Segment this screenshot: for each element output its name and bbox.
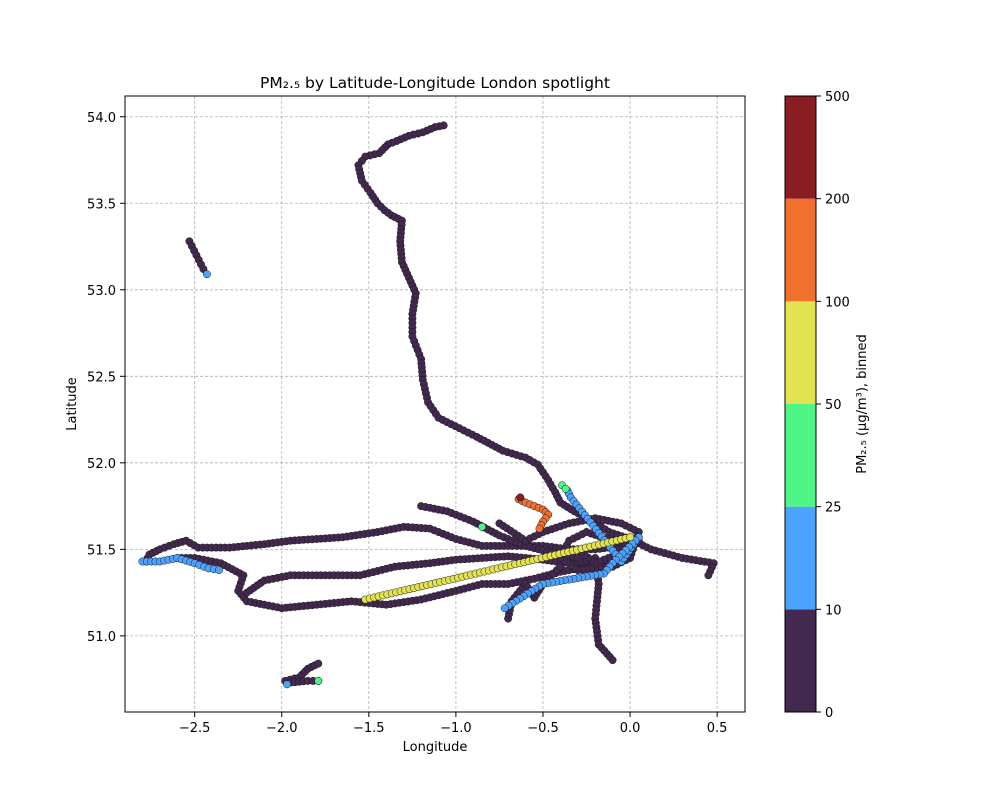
y-tick-label: 51.5: [87, 543, 116, 558]
data-point: [608, 656, 617, 665]
data-point: [215, 566, 223, 575]
grid-lines: [125, 96, 745, 712]
colorbar-bin: [785, 96, 816, 199]
colorbar: [785, 96, 816, 712]
data-points: [138, 121, 718, 689]
colorbar-tick-label: 100: [825, 295, 850, 310]
data-point: [500, 604, 509, 613]
data-point: [516, 493, 525, 502]
plot-frame: [124, 95, 746, 713]
x-tick-label: −0.5: [527, 721, 559, 736]
colorbar-bin: [785, 609, 816, 712]
data-point: [314, 676, 323, 685]
x-tick-label: 0.5: [707, 721, 728, 736]
y-axis-ticks: 51.0 51.5 52.0 52.5 53.0 53.5 54.0: [87, 111, 125, 645]
y-tick-label: 51.0: [87, 630, 116, 645]
data-point: [561, 484, 570, 493]
data-point: [573, 554, 582, 562]
data-point: [283, 680, 291, 689]
x-tick-label: −1.0: [440, 721, 472, 736]
data-point: [202, 270, 211, 279]
x-axis-label: Longitude: [403, 740, 468, 755]
data-point: [626, 533, 635, 542]
y-tick-label: 52.0: [87, 457, 116, 472]
chart-title: PM₂.₅ by Latitude-Longitude London spotl…: [260, 74, 610, 92]
colorbar-tick-label: 10: [825, 603, 842, 618]
colorbar-tick-label: 200: [825, 193, 850, 208]
x-tick-label: −2.0: [266, 721, 298, 736]
y-axis-label: Latitude: [65, 377, 80, 431]
colorbar-label: PM₂.₅ (µg/m³), binned: [855, 334, 870, 474]
colorbar-tick-label: 50: [825, 398, 842, 413]
colorbar-bin: [785, 404, 816, 507]
colorbar-bin: [785, 506, 816, 610]
data-point: [535, 524, 544, 533]
data-point: [704, 571, 713, 580]
x-axis-ticks: −2.5 −2.0 −1.5 −1.0 −0.5 0.0 0.5: [179, 712, 728, 736]
colorbar-tick-label: 500: [825, 90, 850, 105]
colorbar-ticks: 0 10 25 50 100 200 500: [816, 90, 850, 721]
y-tick-label: 53.5: [87, 197, 116, 212]
colorbar-bin: [785, 198, 816, 302]
y-tick-label: 52.5: [87, 370, 116, 385]
colorbar-bin: [785, 301, 816, 404]
plot-area: [125, 96, 745, 712]
x-tick-label: 0.0: [620, 721, 641, 736]
y-tick-label: 54.0: [87, 111, 116, 126]
data-point: [314, 659, 323, 668]
colorbar-tick-label: 25: [825, 501, 842, 516]
data-point: [478, 522, 486, 531]
y-tick-label: 53.0: [87, 284, 116, 299]
x-tick-label: −1.5: [353, 721, 385, 736]
x-tick-label: −2.5: [179, 721, 211, 736]
data-point: [556, 562, 565, 571]
colorbar-tick-label: 0: [825, 706, 833, 721]
